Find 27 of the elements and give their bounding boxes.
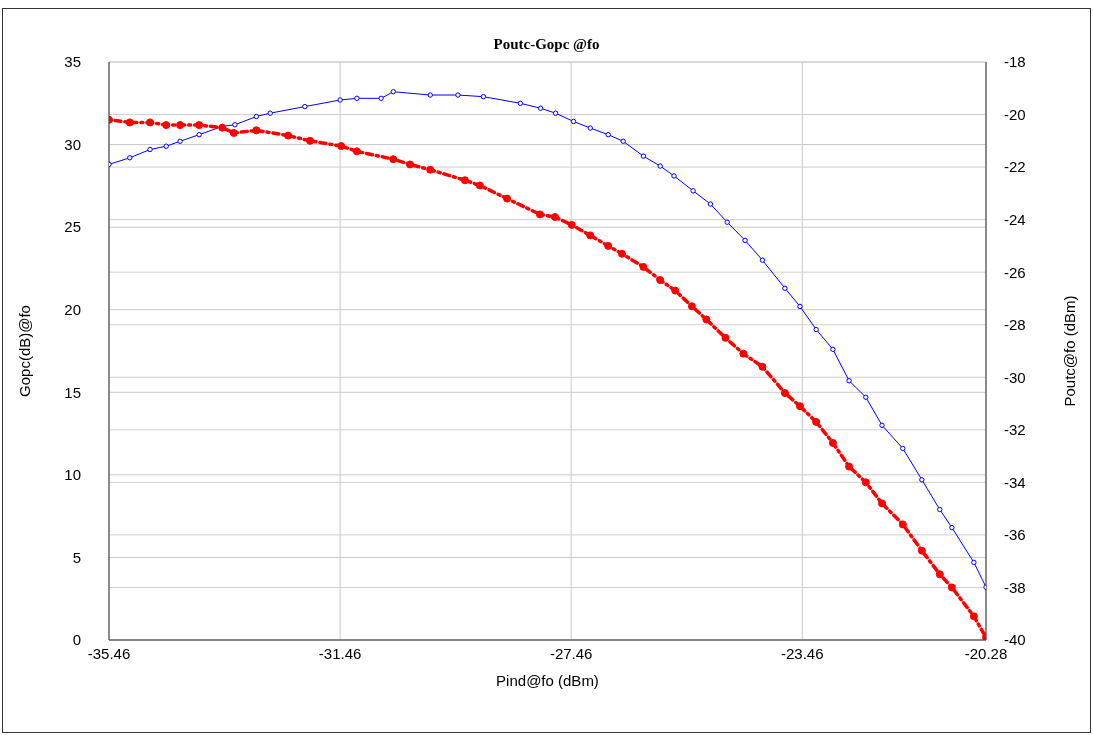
y-tick-label: 30 (64, 135, 81, 153)
y-tick-label: 25 (64, 218, 81, 236)
y-axis-title: Gopc(dB)@fo (16, 305, 34, 397)
y2-axis-title: Poutc@fo (dBm) (1061, 295, 1079, 407)
y2-tick-label: -22 (1004, 158, 1026, 176)
y2-tick-label: -28 (1004, 316, 1026, 334)
x-axis-title: Pind@fo (dBm) (496, 672, 599, 689)
x-tick-label: -27.46 (549, 644, 593, 662)
y2-tick-label: -30 (1004, 368, 1026, 386)
y2-tick-label: -24 (1004, 210, 1026, 228)
y2-tick-label: -34 (1004, 473, 1026, 491)
y-tick-label: 5 (72, 548, 81, 566)
x-tick-label: -35.46 (87, 644, 131, 662)
y-tick-label: 10 (64, 466, 81, 484)
y-tick-label: 15 (64, 383, 81, 401)
y2-tick-label: -36 (1004, 526, 1026, 544)
y-tick-label: 20 (64, 301, 81, 319)
x-tick-label: -23.46 (781, 644, 824, 662)
y-tick-label: 35 (64, 53, 81, 71)
y2-tick-label: -26 (1004, 263, 1026, 281)
chart-title: Poutc-Gopc @fo (492, 36, 601, 53)
y2-tick-label: -20 (1004, 105, 1026, 123)
y-tick-label: 0 (72, 631, 81, 649)
y2-tick-label: -38 (1004, 578, 1026, 596)
y2-tick-label: -32 (1004, 421, 1026, 439)
y2-tick-label: -18 (1004, 53, 1026, 71)
x-tick-label: -31.46 (318, 644, 362, 662)
